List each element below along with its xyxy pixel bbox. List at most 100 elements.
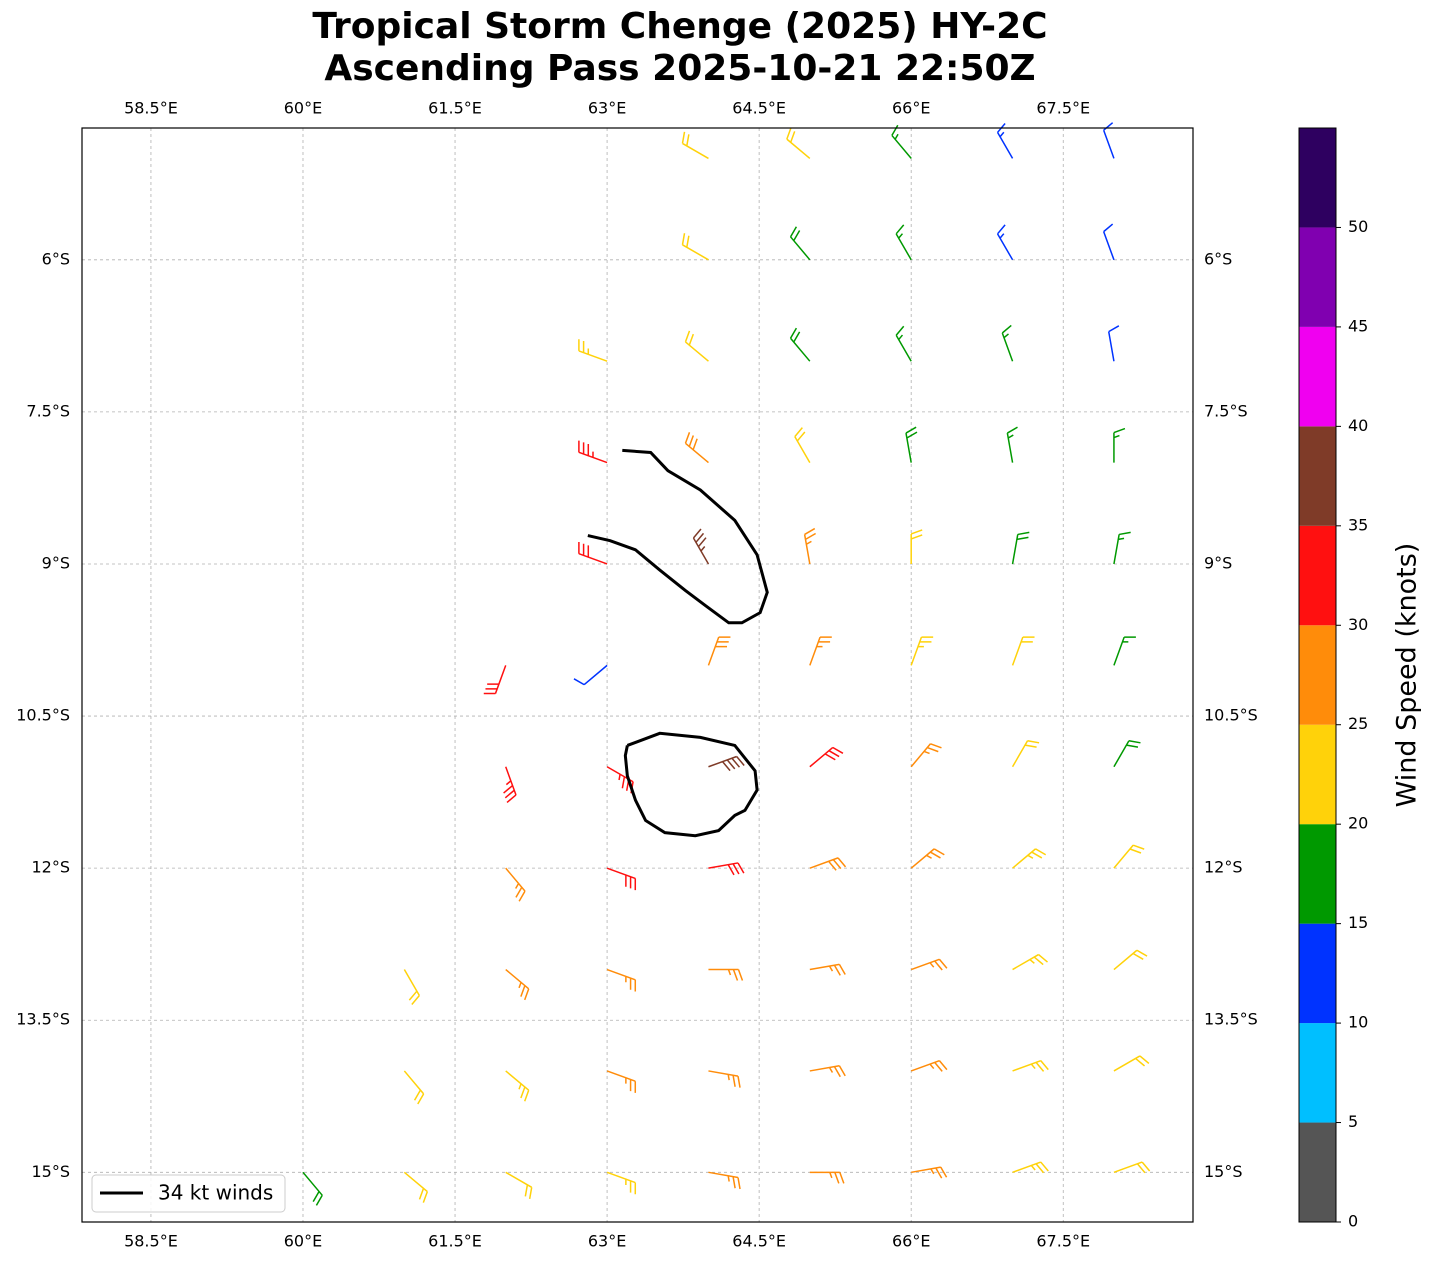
wind-barb <box>1011 636 1035 666</box>
wind-barb <box>1113 636 1136 666</box>
wind-barb <box>606 968 637 992</box>
y-tick-label: 10.5°S <box>1204 706 1258 725</box>
y-tick-label: 13.5°S <box>1204 1010 1258 1029</box>
y-tick-label: 9°S <box>42 553 70 572</box>
x-tick-label: 60°E <box>284 99 322 118</box>
y-tick-label: 12°S <box>31 858 70 877</box>
x-tick-label: 66°E <box>892 99 930 118</box>
wind-barb <box>708 1070 741 1088</box>
x-tick-label: 67.5°E <box>1036 1232 1090 1251</box>
chart-title: Ascending Pass 2025-10-21 22:50Z <box>324 48 1035 89</box>
colorbar-segment <box>1299 824 1336 924</box>
wind-barb <box>483 665 507 695</box>
y-tick-label: 15°S <box>31 1162 70 1181</box>
wind-barb <box>911 1166 948 1179</box>
colorbar-tick-label: 20 <box>1348 814 1368 833</box>
wind-barb <box>1011 740 1040 768</box>
colorbar-segment <box>1299 1023 1336 1123</box>
wind-barb <box>910 529 923 564</box>
wind-barb <box>794 427 811 463</box>
x-tick-label: 67.5°E <box>1036 99 1090 118</box>
wind-barb <box>910 958 948 971</box>
x-tick-label: 61.5°E <box>428 1232 482 1251</box>
colorbar-segment <box>1299 227 1336 327</box>
colorbar-tick-label: 25 <box>1348 714 1368 733</box>
wind-barb <box>910 1059 948 1072</box>
map-area <box>82 122 1193 1222</box>
wind-barb <box>684 432 709 464</box>
wind-barb <box>809 1064 846 1078</box>
wind-barb <box>1113 1055 1150 1072</box>
wind-barb <box>1011 531 1030 565</box>
wind-barb <box>606 1070 637 1093</box>
wind-barb <box>302 1171 323 1206</box>
wind-barb <box>789 327 811 362</box>
colorbar-tick-label: 30 <box>1348 615 1368 634</box>
wind-barb <box>1113 740 1141 768</box>
wind-barb <box>403 1171 429 1203</box>
wind-barb <box>505 867 526 902</box>
wind-barb <box>692 528 710 565</box>
colorbar-tick-label: 35 <box>1348 515 1368 534</box>
colorbar-segment <box>1299 1122 1336 1222</box>
colorbar-segment <box>1299 525 1336 626</box>
wind-barb <box>503 766 517 804</box>
colorbar-tick-label: 0 <box>1348 1212 1358 1231</box>
map-frame <box>81 127 1194 1223</box>
wind-barb <box>996 122 1014 159</box>
colorbar-tick-label: 45 <box>1348 316 1368 335</box>
wind-barb <box>1012 1161 1049 1174</box>
wind-barb <box>1102 122 1115 159</box>
wind-barb <box>905 426 918 463</box>
colorbar-segment <box>1299 724 1336 825</box>
wind-barb <box>403 969 421 1005</box>
wind-barb <box>681 233 709 261</box>
wind-barb <box>606 867 637 891</box>
legend: 34 kt winds <box>91 1174 286 1213</box>
colorbar: 0 5 10 15 20 25 30 35 40 45 50 <box>1298 127 1368 1231</box>
wind-barb <box>1006 426 1018 463</box>
wind-barb <box>1113 531 1131 565</box>
legend-box <box>91 1174 286 1213</box>
contour-34kt <box>587 448 769 625</box>
wind-barb <box>708 755 745 772</box>
x-tick-label: 58.5°E <box>124 99 178 118</box>
wind-barb <box>789 226 811 261</box>
wind-barb <box>505 1171 533 1199</box>
wind-barb <box>996 224 1014 261</box>
wind-barb <box>891 124 912 159</box>
wind-barb <box>708 862 745 876</box>
x-tick-label: 60°E <box>284 1232 322 1251</box>
colorbar-tick-label: 50 <box>1348 217 1368 236</box>
wind-barb <box>809 636 832 666</box>
y-tick-label: 7.5°S <box>1204 401 1248 420</box>
y-tick-label: 6°S <box>1204 249 1232 268</box>
wind-barb <box>681 131 709 160</box>
wind-barb <box>1001 324 1014 362</box>
wind-barb <box>910 848 945 869</box>
x-tick-label: 64.5°E <box>732 1232 786 1251</box>
wind-barb <box>578 440 608 464</box>
chart-title: Tropical Storm Chenge (2025) HY-2C <box>312 6 1047 47</box>
colorbar-segment <box>1299 426 1336 526</box>
wind-barb <box>505 968 530 1001</box>
colorbar-label: Wind Speed (knots) <box>1392 543 1423 808</box>
wind-barb <box>1107 325 1120 362</box>
wind-barb <box>803 527 816 565</box>
wind-barb <box>707 636 731 666</box>
contour-34kt <box>623 731 759 838</box>
wind-barb <box>895 325 912 362</box>
colorbar-segment <box>1299 326 1336 427</box>
y-tick-label: 15°S <box>1204 1162 1243 1181</box>
wind-barb <box>606 1171 637 1195</box>
colorbar-tick-label: 40 <box>1348 416 1368 435</box>
wind-barb <box>1113 949 1148 971</box>
colorbar-segment <box>1299 128 1336 228</box>
colorbar-segment <box>1299 625 1336 725</box>
wind-barb <box>809 857 847 871</box>
y-tick-label: 12°S <box>1204 858 1243 877</box>
wind-barb <box>1113 1161 1151 1174</box>
wind-barb <box>809 963 846 976</box>
colorbar-tick-label: 15 <box>1348 913 1368 932</box>
